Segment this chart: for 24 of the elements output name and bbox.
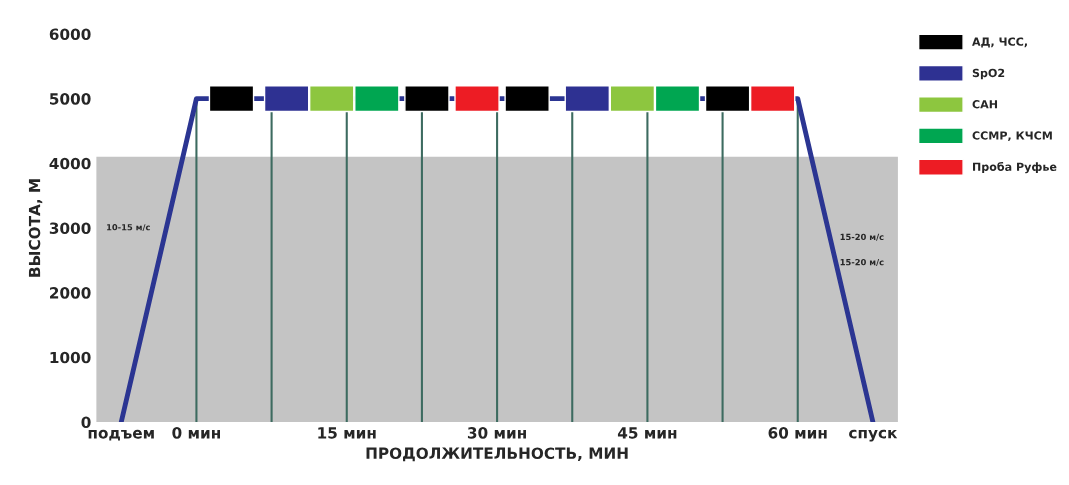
x-tick-label: 15 мин [318, 427, 376, 439]
y-tick-label: 4000 [49, 157, 91, 170]
x-tick-label: 30 мин [467, 427, 526, 439]
x-tick-label: 60 мин [768, 427, 827, 439]
x-tick-label: спуск [849, 429, 898, 442]
legend-label: Проба Руфье [973, 162, 1057, 174]
y-tick-label: 0 [81, 416, 91, 428]
x-tick-label: подъем [88, 429, 154, 441]
y-tick-label: 1000 [50, 351, 91, 364]
legend-label: САН [972, 100, 998, 109]
x-axis-title: ПРОДОЛЖИТЕЛЬНОСТЬ, МИН [366, 447, 628, 462]
annotation: 10-15 м/с [107, 224, 150, 232]
y-tick-label: 6000 [49, 28, 91, 40]
y-tick-label: 3000 [49, 222, 91, 234]
x-tick-label: 0 мин [172, 427, 220, 439]
annotation: 15-20 м/с [840, 233, 884, 241]
y-tick-label: 5000 [50, 93, 91, 105]
annotation: 15-20 м/с [840, 258, 884, 266]
legend-label: SpO2 [972, 68, 1005, 80]
y-axis-title: ВЫСОТА, М [28, 179, 43, 277]
x-tick-label: 45 мин [617, 427, 677, 439]
legend-label: ССМР, КЧСМ [972, 131, 1052, 142]
legend-label: АД, ЧСС, [972, 37, 1027, 48]
y-tick-label: 2000 [50, 287, 91, 299]
